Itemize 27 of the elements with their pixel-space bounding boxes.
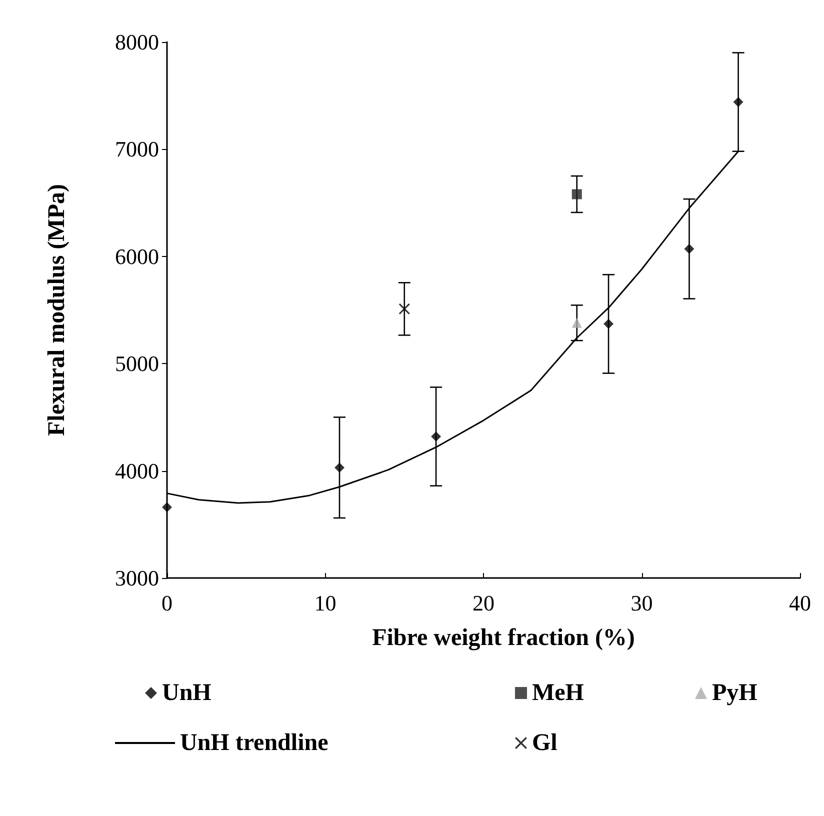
point bbox=[398, 303, 410, 314]
point bbox=[334, 462, 344, 473]
legend-label: UnH trendline bbox=[180, 730, 329, 756]
point bbox=[572, 318, 582, 328]
point bbox=[162, 502, 172, 512]
x-tick-label: 10 bbox=[314, 590, 336, 616]
x-tick-label: 30 bbox=[630, 590, 653, 616]
y-tick-label: 3000 bbox=[115, 566, 159, 590]
y-tick-label: 4000 bbox=[115, 458, 159, 484]
y-tick-label: 5000 bbox=[115, 351, 159, 376]
y-tick-label: 8000 bbox=[115, 30, 159, 54]
point bbox=[604, 318, 614, 329]
y-tick-label: 6000 bbox=[115, 244, 159, 269]
point bbox=[733, 97, 744, 108]
legend-label: Gl bbox=[532, 730, 558, 756]
x-tick-label: 0 bbox=[162, 590, 172, 616]
x-axis-title: Fibre weight fraction (%) bbox=[372, 625, 635, 651]
y-tick-label: 7000 bbox=[115, 136, 159, 162]
legend-label: MeH bbox=[532, 680, 584, 706]
legend-label: UnH bbox=[162, 680, 212, 706]
y-axis-title: Flexural modulus (MPa) bbox=[44, 184, 70, 436]
x-tick-label: 20 bbox=[472, 590, 494, 616]
point bbox=[572, 189, 582, 200]
legend-label: PyH bbox=[712, 680, 758, 706]
point bbox=[684, 244, 694, 254]
x-tick-label: 40 bbox=[789, 590, 811, 616]
point bbox=[431, 431, 442, 442]
